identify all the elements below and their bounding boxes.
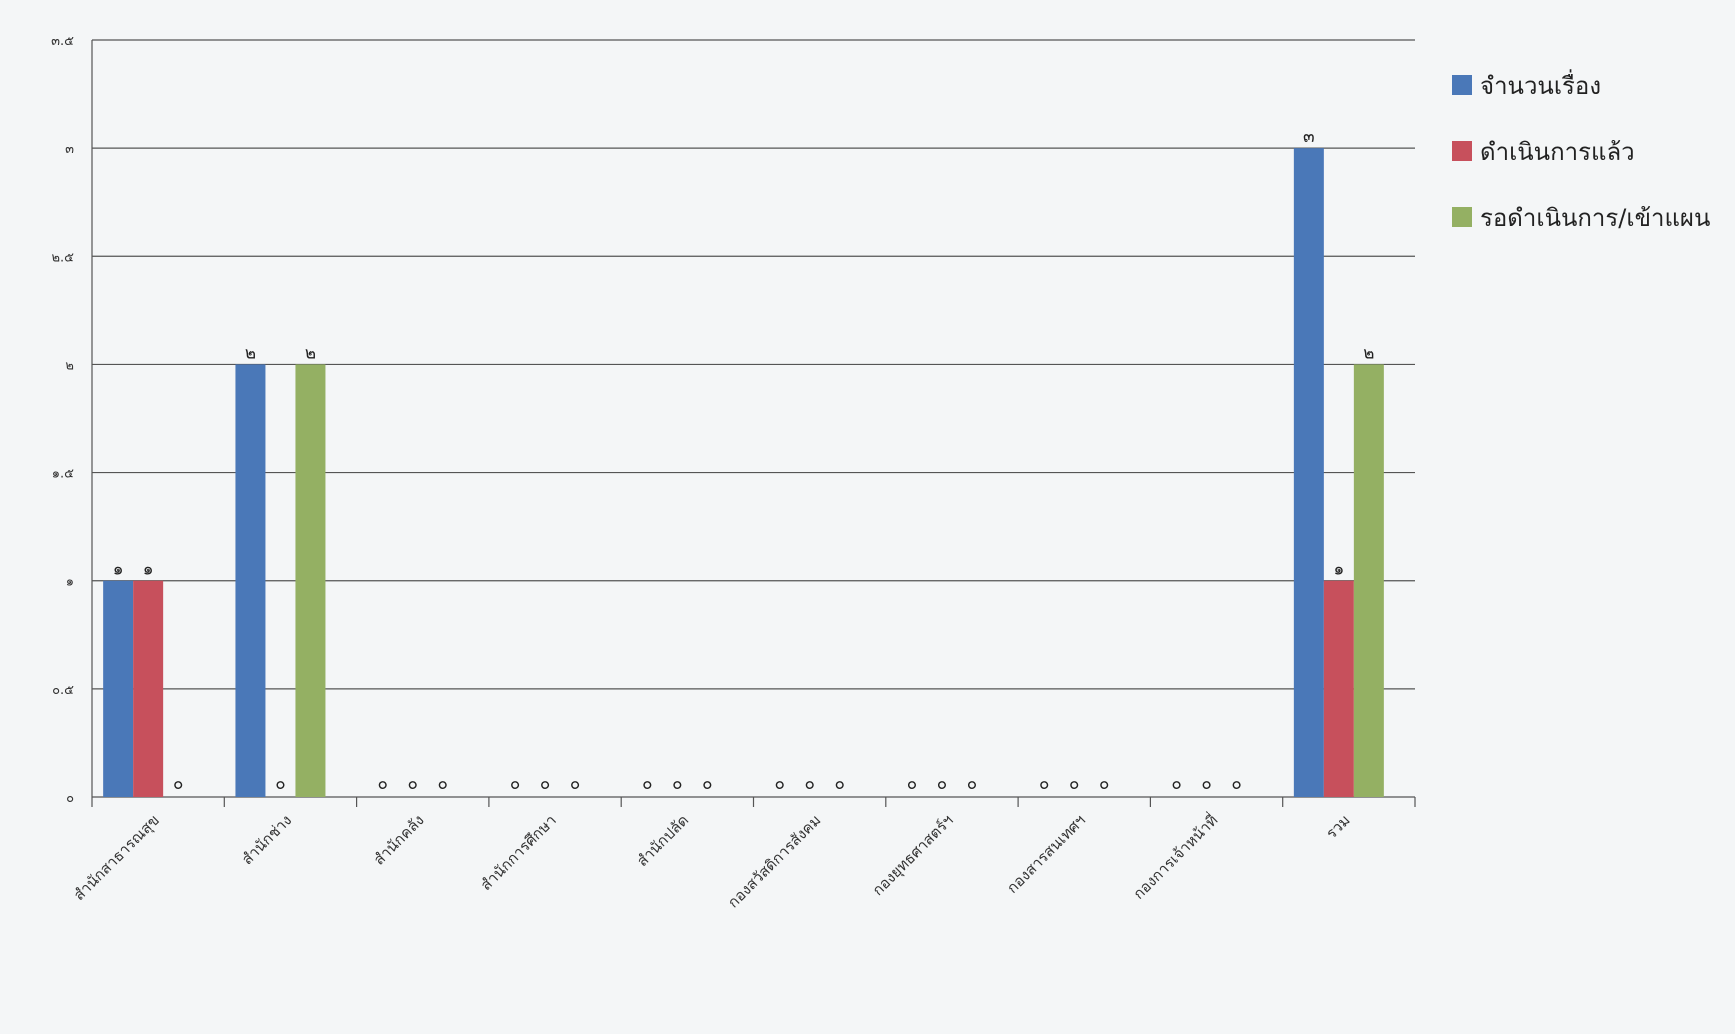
x-category-label: สำนักการศึกษา <box>477 811 560 894</box>
bar-1-10 <box>1293 148 1324 798</box>
bar-3-2 <box>295 364 326 797</box>
data-label: ๒ <box>1363 343 1374 363</box>
data-label: ๐ <box>774 774 784 794</box>
legend-swatch-2 <box>1452 141 1472 161</box>
y-tick-label: ๒ <box>65 358 74 373</box>
data-label: ๐ <box>408 774 418 794</box>
data-labels: ๑๑๐๒๐๒๐๐๐๐๐๐๐๐๐๐๐๐๐๐๐๐๐๐๐๐๐๓๑๒ <box>113 127 1375 794</box>
gridlines <box>92 39 1415 798</box>
x-category-label: กองการเจ้าหน้าที่ <box>1128 810 1221 903</box>
x-category-label: รวม <box>1322 811 1353 842</box>
data-label: ๑ <box>143 560 154 580</box>
legend-label: รอดำเนินการ/เข้าแผน <box>1480 204 1710 232</box>
data-label: ๐ <box>540 774 550 794</box>
data-label: ๐ <box>1231 774 1241 794</box>
data-label: ๐ <box>967 774 977 794</box>
legend-label: จำนวนเรื่อง <box>1480 69 1601 100</box>
data-label: ๐ <box>378 774 388 794</box>
x-category-label: สำนักช่าง <box>238 811 295 868</box>
data-label: ๐ <box>804 774 814 794</box>
x-category-label: สำนักปลัด <box>633 811 692 870</box>
data-label: ๐ <box>510 774 520 794</box>
data-label: ๐ <box>1069 774 1079 794</box>
y-tick-label: ๒.๕ <box>51 250 74 265</box>
data-label: ๐ <box>1039 774 1049 794</box>
x-category-label: กองสารสนเทศฯ <box>1003 811 1089 897</box>
data-label: ๐ <box>834 774 844 794</box>
legend: จำนวนเรื่องดำเนินการแล้วรอดำเนินการ/เข้า… <box>1452 69 1710 232</box>
bars <box>103 148 1384 798</box>
x-category-label: กองสวัสดิการสังคม <box>724 811 824 911</box>
data-label: ๓ <box>1303 127 1315 147</box>
data-label: ๐ <box>907 774 917 794</box>
data-label: ๐ <box>275 774 285 794</box>
legend-label: ดำเนินการแล้ว <box>1480 138 1635 166</box>
data-label: ๒ <box>305 343 316 363</box>
data-label: ๐ <box>937 774 947 794</box>
legend-swatch-1 <box>1452 75 1472 95</box>
x-category-label: กองยุทธศาสตร์ฯ <box>869 811 958 900</box>
data-label: ๐ <box>642 774 652 794</box>
y-tick-label: ๐ <box>66 791 74 806</box>
data-label: ๒ <box>245 343 256 363</box>
data-label: ๑ <box>1333 560 1344 580</box>
data-label: ๐ <box>438 774 448 794</box>
bar-1-1 <box>103 580 134 797</box>
data-label: ๐ <box>672 774 682 794</box>
bar-2-10 <box>1323 580 1354 797</box>
x-category-label: สำนักคลัง <box>370 811 428 869</box>
x-category-label: สำนักสาธารณสุข <box>70 811 164 905</box>
data-label: ๐ <box>1171 774 1181 794</box>
y-tick-label: ๑.๕ <box>52 467 74 482</box>
y-tick-label: ๓ <box>65 142 74 157</box>
data-label: ๐ <box>702 774 712 794</box>
y-tick-label: ๑ <box>66 575 74 590</box>
y-tick-label: ๓.๕ <box>51 34 74 49</box>
bar-3-10 <box>1353 364 1384 797</box>
bar-2-1 <box>133 580 164 797</box>
data-label: ๐ <box>1099 774 1109 794</box>
data-label: ๑ <box>113 560 124 580</box>
data-label: ๐ <box>173 774 183 794</box>
bar-1-2 <box>235 364 266 797</box>
legend-swatch-3 <box>1452 207 1472 227</box>
data-label: ๐ <box>570 774 580 794</box>
data-label: ๐ <box>1201 774 1211 794</box>
y-tick-label: ๐.๕ <box>52 683 74 698</box>
